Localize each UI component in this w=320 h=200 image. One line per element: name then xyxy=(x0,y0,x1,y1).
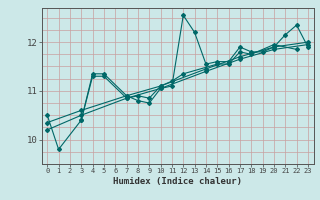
X-axis label: Humidex (Indice chaleur): Humidex (Indice chaleur) xyxy=(113,177,242,186)
